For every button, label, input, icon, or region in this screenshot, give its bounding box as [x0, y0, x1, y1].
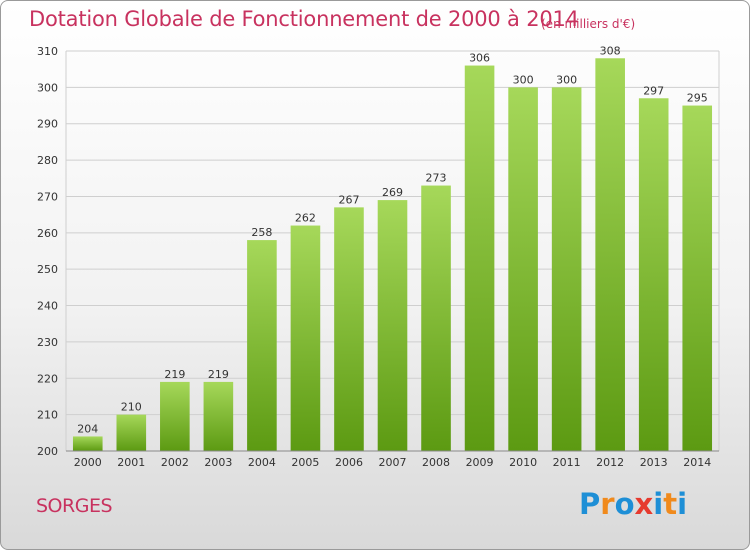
y-tick-label: 210: [37, 409, 58, 422]
x-tick-label: 2014: [683, 456, 711, 469]
bar-2005: [290, 225, 321, 451]
y-tick-label: 230: [37, 336, 58, 349]
x-tick-label: 2006: [335, 456, 363, 469]
x-tick-label: 2007: [379, 456, 407, 469]
bar-2008: [421, 185, 451, 451]
chart-title: Dotation Globale de Fonctionnement de 20…: [29, 7, 579, 31]
data-label-2004: 258: [251, 226, 272, 239]
bar-2011: [551, 87, 582, 451]
data-label-2013: 297: [643, 84, 664, 97]
bar-2014: [682, 105, 713, 451]
y-tick-label: 240: [37, 300, 58, 313]
data-label-2012: 308: [600, 44, 621, 57]
bar-2001: [116, 414, 147, 451]
data-label-2007: 269: [382, 186, 403, 199]
data-label-2014: 295: [687, 92, 708, 105]
data-label-2009: 306: [469, 52, 490, 65]
data-label-2008: 273: [426, 172, 447, 185]
logo-letter: o: [614, 487, 635, 521]
data-label-2000: 204: [77, 422, 98, 435]
x-tick-label: 2005: [291, 456, 319, 469]
y-tick-label: 290: [37, 118, 58, 131]
x-tick-label: 2003: [204, 456, 232, 469]
y-tick-label: 310: [37, 45, 58, 58]
bar-2009: [464, 65, 495, 451]
data-label-2002: 219: [164, 368, 185, 381]
x-tick-label: 2010: [509, 456, 537, 469]
x-tick-label: 2012: [596, 456, 624, 469]
bar-2012: [595, 58, 625, 451]
y-tick-label: 250: [37, 263, 58, 276]
bar-2010: [508, 87, 538, 451]
y-tick-label: 300: [37, 81, 58, 94]
commune-name: SORGES: [36, 495, 113, 517]
x-tick-label: 2001: [117, 456, 145, 469]
x-tick-label: 2013: [640, 456, 668, 469]
y-tick-label: 260: [37, 227, 58, 240]
y-tick-label: 280: [37, 154, 58, 167]
y-tick-label: 220: [37, 372, 58, 385]
x-tick-label: 2002: [161, 456, 189, 469]
bar-2004: [247, 240, 277, 451]
logo-letter: r: [600, 487, 615, 521]
data-label-2006: 267: [338, 193, 359, 206]
data-label-2001: 210: [121, 401, 142, 414]
chart-unit: (en milliers d'€): [541, 17, 636, 31]
x-tick-label: 2011: [553, 456, 581, 469]
bar-layer: 204 210 219 219 258 262 267 269 273 306 300 300 308 2…: [72, 44, 713, 451]
bar-2013: [638, 98, 669, 451]
x-tick-label: 2009: [466, 456, 494, 469]
y-tick-label: 200: [37, 445, 58, 458]
y-tick-label: 270: [37, 190, 58, 203]
axis-layer: 200 210 220 230 240 250 260 270 280 290 300 310 2000…: [37, 45, 719, 469]
x-tick-label: 2008: [422, 456, 450, 469]
logo-letter: t: [663, 487, 678, 521]
logo-letter: P: [579, 487, 601, 521]
bar-2002: [160, 381, 190, 451]
x-tick-label: 2004: [248, 456, 276, 469]
data-label-2010: 300: [513, 73, 534, 86]
bar-2000: [72, 436, 103, 451]
bar-2006: [334, 207, 364, 451]
data-label-2003: 219: [208, 368, 229, 381]
logo-letter: x: [634, 487, 654, 521]
x-tick-label: 2000: [74, 456, 102, 469]
data-label-2005: 262: [295, 212, 316, 225]
bar-2007: [377, 200, 408, 451]
logo-letter: i: [677, 487, 688, 521]
bar-2003: [203, 381, 234, 451]
data-label-2011: 300: [556, 73, 577, 86]
logo-letter: i: [653, 487, 664, 521]
proxiti-logo: Proxiti: [579, 487, 687, 521]
